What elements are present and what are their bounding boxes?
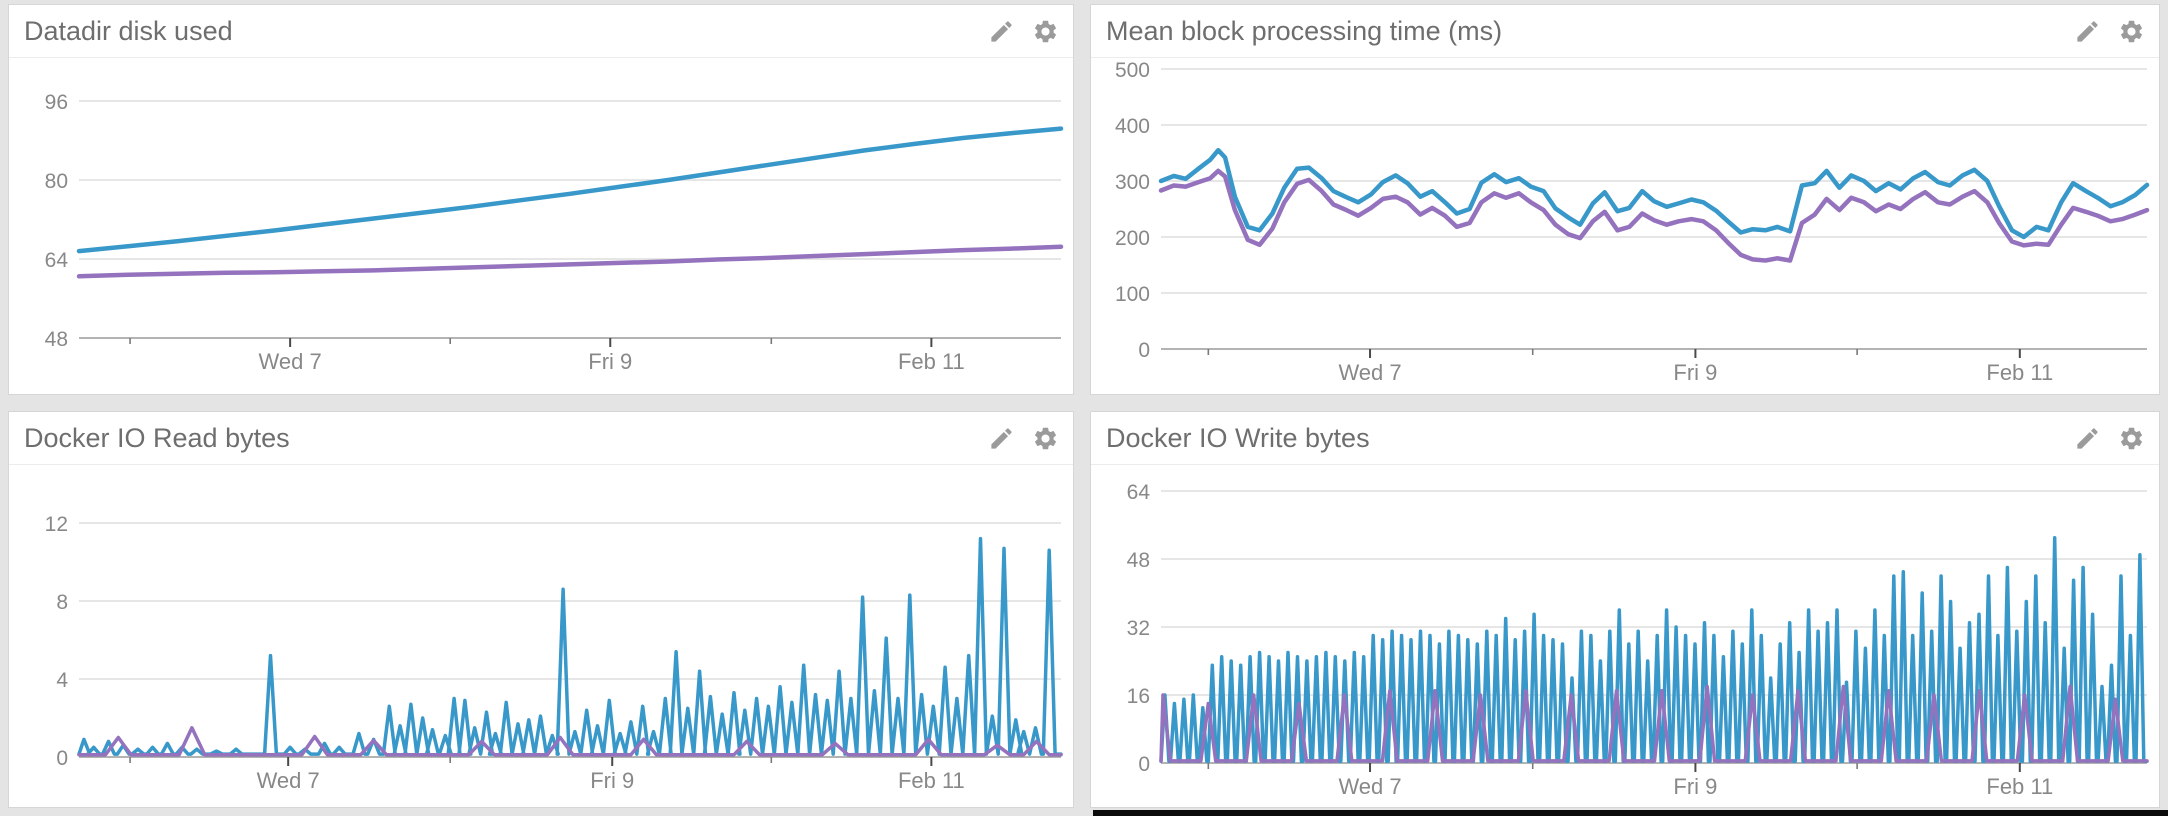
series-blue-line: [76, 126, 1064, 254]
panel-title: Mean block processing time (ms): [1106, 15, 1503, 46]
settings-gear-icon[interactable]: [2118, 425, 2145, 452]
series-blue-line: [77, 536, 1063, 756]
y-tick-label: 32: [1127, 617, 1150, 640]
panel-header: Mean block processing time (ms): [1091, 5, 2159, 58]
panel-header: Docker IO Read bytes: [9, 412, 1073, 465]
series-purple-line: [77, 726, 1063, 757]
x-tick-label: Wed 7: [1338, 360, 1401, 385]
edit-pencil-icon[interactable]: [988, 425, 1015, 452]
y-tick-label: 200: [1115, 227, 1150, 250]
x-tick-label: Fri 9: [590, 768, 634, 793]
panel-actions: [971, 18, 1073, 45]
edit-pencil-icon[interactable]: [2074, 425, 2101, 452]
y-tick-label: 8: [56, 591, 68, 614]
y-tick-label: 4: [56, 669, 68, 692]
series-blue-line: [1158, 147, 2150, 240]
chart-mean-block-processing-time: 0 100 200 300 400 500 Wed 7 Fri 9 Feb 11: [1115, 59, 2150, 385]
x-tick-label: Fri 9: [1673, 774, 1717, 799]
series-blue-line: [1159, 536, 2149, 764]
x-tick-label: Feb 11: [898, 349, 965, 374]
y-tick-label: 0: [56, 747, 68, 770]
y-tick-label: 500: [1115, 59, 1150, 82]
series-purple-line: [1159, 684, 2149, 763]
settings-gear-icon[interactable]: [1032, 18, 1059, 45]
x-tick-label: Fri 9: [588, 349, 632, 374]
y-tick-label: 64: [1127, 481, 1151, 504]
series-purple-line: [76, 244, 1064, 279]
panel-header: Docker IO Write bytes: [1091, 412, 2159, 465]
panel-title: Docker IO Read bytes: [24, 422, 290, 453]
panel-datadir-disk-used: Datadir disk used 48 64 80 96 Wed 7 Fri 9 Feb …: [8, 4, 1074, 395]
x-tick-label: Feb 11: [898, 768, 965, 793]
window-bottom-edge: [1093, 810, 2168, 816]
edit-pencil-icon[interactable]: [988, 18, 1015, 45]
x-tick-label: Feb 11: [1986, 360, 2053, 385]
panel-actions: [2057, 18, 2159, 45]
settings-gear-icon[interactable]: [2118, 18, 2145, 45]
y-tick-label: 80: [45, 170, 68, 193]
y-tick-label: 0: [1138, 339, 1150, 362]
y-tick-label: 48: [1127, 549, 1150, 572]
y-tick-label: 64: [45, 249, 69, 272]
y-tick-label: 100: [1115, 283, 1150, 306]
chart-docker-io-read-bytes: 0 4 8 12 Wed 7 Fri 9 Feb 11: [45, 513, 1063, 793]
series-purple-line: [1158, 168, 2150, 263]
panel-docker-io-write-bytes: Docker IO Write bytes 0 16 32 48 64 Wed 7 Fri …: [1090, 411, 2160, 808]
y-tick-label: 300: [1115, 171, 1150, 194]
panel-mean-block-processing-time: Mean block processing time (ms) 0 100 200 3…: [1090, 4, 2160, 395]
x-tick-label: Feb 11: [1986, 774, 2053, 799]
y-tick-label: 12: [45, 513, 68, 536]
settings-gear-icon[interactable]: [1032, 425, 1059, 452]
x-tick-label: Wed 7: [259, 349, 322, 374]
panel-actions: [2057, 425, 2159, 452]
x-tick-label: Wed 7: [1338, 774, 1401, 799]
y-tick-label: 0: [1138, 753, 1150, 776]
panel-docker-io-read-bytes: Docker IO Read bytes 0 4 8 12 Wed 7 Fri 9 Feb …: [8, 411, 1074, 808]
panel-actions: [971, 425, 1073, 452]
y-tick-label: 96: [45, 91, 68, 114]
x-tick-label: Wed 7: [257, 768, 320, 793]
x-tick-label: Fri 9: [1673, 360, 1717, 385]
y-tick-label: 16: [1127, 685, 1150, 708]
panel-title: Docker IO Write bytes: [1106, 422, 1370, 453]
y-tick-label: 48: [45, 328, 68, 351]
edit-pencil-icon[interactable]: [2074, 18, 2101, 45]
chart-datadir-disk-used: 48 64 80 96 Wed 7 Fri 9 Feb 11: [45, 91, 1064, 374]
panel-header: Datadir disk used: [9, 5, 1073, 58]
y-tick-label: 400: [1115, 115, 1150, 138]
chart-docker-io-write-bytes: 0 16 32 48 64 Wed 7 Fri 9 Feb 11: [1127, 481, 2149, 799]
panel-title: Datadir disk used: [24, 15, 233, 46]
